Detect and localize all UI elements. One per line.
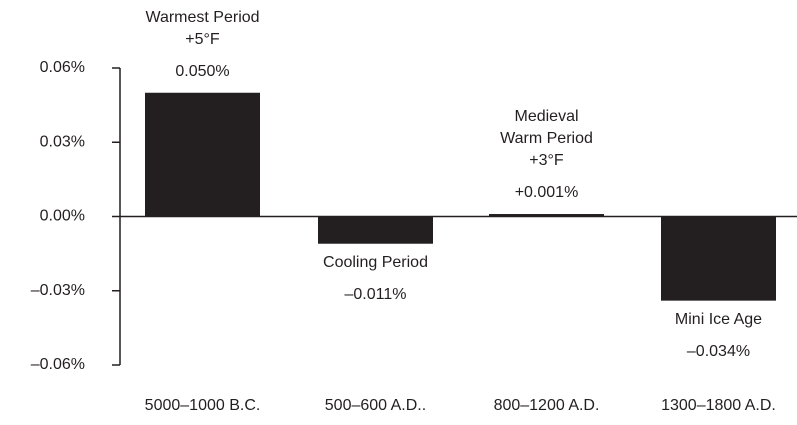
value-label: 0.050%: [175, 63, 229, 80]
annotation: +3°F: [529, 152, 564, 169]
y-tick-label: –0.06%: [31, 356, 85, 373]
bar: [489, 214, 604, 217]
bar: [145, 92, 260, 217]
y-tick-label: 0.06%: [40, 59, 85, 76]
y-tick-label: 0.00%: [40, 208, 85, 225]
bar: [661, 216, 776, 301]
x-tick-label: 800–1200 A.D.: [494, 397, 600, 414]
x-tick-label: 500–600 A.D..: [325, 397, 426, 414]
bar: [318, 216, 433, 244]
annotation: Medieval: [514, 108, 578, 125]
x-tick-label: 1300–1800 A.D.: [661, 397, 776, 414]
annotation: Warm Period: [500, 130, 593, 147]
x-tick-label: 5000–1000 B.C.: [145, 397, 261, 414]
annotation: Mini Ice Age: [675, 311, 762, 328]
annotation: Warmest Period: [145, 9, 259, 26]
y-tick-label: –0.03%: [31, 282, 85, 299]
value-label: +0.001%: [515, 184, 579, 201]
value-label: –0.034%: [687, 343, 750, 360]
annotation: Cooling Period: [323, 254, 428, 271]
annotation: +5°F: [185, 31, 220, 48]
value-label: –0.011%: [345, 286, 407, 303]
y-tick-label: 0.03%: [40, 133, 85, 150]
